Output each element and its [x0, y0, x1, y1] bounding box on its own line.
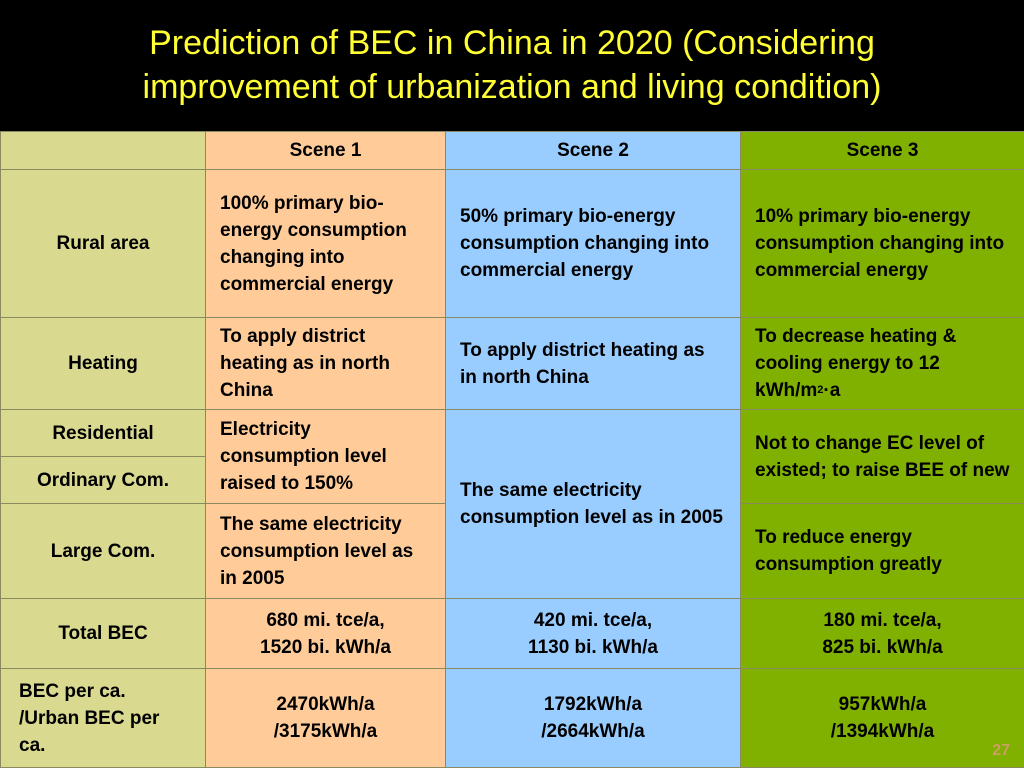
per-capita-scene-3-bec: 957kWh/a [755, 691, 1010, 718]
total-scene-1-kwh: 1520 bi. kWh/a [220, 634, 431, 661]
per-capita-scene-3-urban: /1394kWh/a [755, 718, 1010, 745]
row-label-ordinary-com: Ordinary Com. [1, 457, 206, 504]
large-com-scene-3: To reduce energy consumption greatly [741, 504, 1024, 599]
heating-scene-1: To apply district heating as in north Ch… [206, 318, 446, 410]
per-capita-scene-2-bec: 1792kWh/a [460, 691, 726, 718]
table-header-row: Scene 1 Scene 2 Scene 3 [1, 132, 1024, 170]
header-scene-1: Scene 1 [206, 132, 446, 170]
per-capita-label-1: BEC per ca. [19, 678, 191, 705]
total-scene-2-kwh: 1130 bi. kWh/a [460, 634, 726, 661]
header-empty-cell [1, 132, 206, 170]
row-label-large-com: Large Com. [1, 504, 206, 599]
per-capita-scene-1-bec: 2470kWh/a [220, 691, 431, 718]
per-capita-scene-1: 2470kWh/a /3175kWh/a [206, 669, 446, 768]
total-scene-2-tce: 420 mi. tce/a, [460, 607, 726, 634]
row-label-heating: Heating [1, 318, 206, 410]
total-scene-3: 180 mi. tce/a, 825 bi. kWh/a [741, 599, 1024, 669]
title-line-1: Prediction of BEC in China in 2020 (Cons… [149, 21, 875, 65]
heating-scene-3: To decrease heating & cooling energy to … [741, 318, 1024, 410]
heating-scene-3-unit: ·a [823, 380, 840, 401]
row-label-rural: Rural area [1, 170, 206, 318]
table-row-heating: Heating To apply district heating as in … [1, 318, 1024, 410]
total-scene-3-tce: 180 mi. tce/a, [755, 607, 1010, 634]
total-scene-1-tce: 680 mi. tce/a, [220, 607, 431, 634]
table-row-per-capita: BEC per ca. /Urban BEC per ca. 2470kWh/a… [1, 669, 1024, 768]
rural-scene-2: 50% primary bio-energy consumption chang… [446, 170, 741, 318]
total-scene-1: 680 mi. tce/a, 1520 bi. kWh/a [206, 599, 446, 669]
row-label-total-bec: Total BEC [1, 599, 206, 669]
row-label-residential: Residential [1, 410, 206, 457]
per-capita-scene-1-urban: /3175kWh/a [220, 718, 431, 745]
title-line-2: improvement of urbanization and living c… [143, 65, 882, 109]
header-scene-3: Scene 3 [741, 132, 1024, 170]
total-scene-3-kwh: 825 bi. kWh/a [755, 634, 1010, 661]
residential-ordinary-scene-1: Electricity consumption level raised to … [206, 410, 446, 504]
table-row-total-bec: Total BEC 680 mi. tce/a, 1520 bi. kWh/a … [1, 599, 1024, 669]
per-capita-label-2: /Urban BEC per ca. [19, 705, 191, 759]
slide-title: Prediction of BEC in China in 2020 (Cons… [0, 0, 1024, 130]
heating-scene-2: To apply district heating as in north Ch… [446, 318, 741, 410]
header-scene-2: Scene 2 [446, 132, 741, 170]
rural-scene-3: 10% primary bio-energy consumption chang… [741, 170, 1024, 318]
per-capita-scene-3: 957kWh/a /1394kWh/a [741, 669, 1024, 768]
page-number: 27 [992, 742, 1010, 760]
per-capita-scene-2-urban: /2664kWh/a [460, 718, 726, 745]
rural-scene-1: 100% primary bio-energy consumption chan… [206, 170, 446, 318]
buildings-scene-2: The same electricity consumption level a… [446, 410, 741, 599]
table-row-rural: Rural area 100% primary bio-energy consu… [1, 170, 1024, 318]
large-com-scene-1: The same electricity consumption level a… [206, 504, 446, 599]
residential-ordinary-scene-3: Not to change EC level of existed; to ra… [741, 410, 1024, 504]
per-capita-scene-2: 1792kWh/a /2664kWh/a [446, 669, 741, 768]
total-scene-2: 420 mi. tce/a, 1130 bi. kWh/a [446, 599, 741, 669]
bec-prediction-table: Scene 1 Scene 2 Scene 3 Rural area 100% … [0, 131, 1024, 768]
table-row-residential: Residential Electricity consumption leve… [1, 410, 1024, 457]
heating-scene-3-text: To decrease heating & cooling energy to … [755, 326, 956, 401]
row-label-per-capita: BEC per ca. /Urban BEC per ca. [1, 669, 206, 768]
